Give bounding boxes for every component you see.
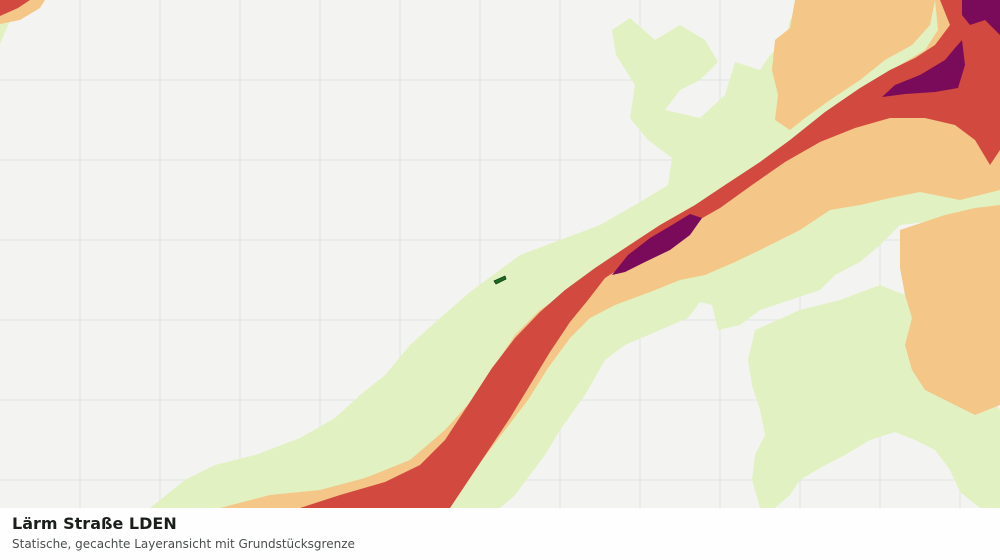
noise-zone-very-high: [612, 0, 1000, 275]
layer-title: Lärm Straße LDEN: [12, 514, 177, 533]
parcel-boundary[interactable]: [493, 275, 507, 285]
noise-zone-high: [0, 0, 1000, 508]
noise-zone-medium: [0, 0, 1000, 508]
layer-subtitle: Statische, gecachte Layeransicht mit Gru…: [12, 537, 355, 551]
legend-panel: [0, 508, 1000, 560]
